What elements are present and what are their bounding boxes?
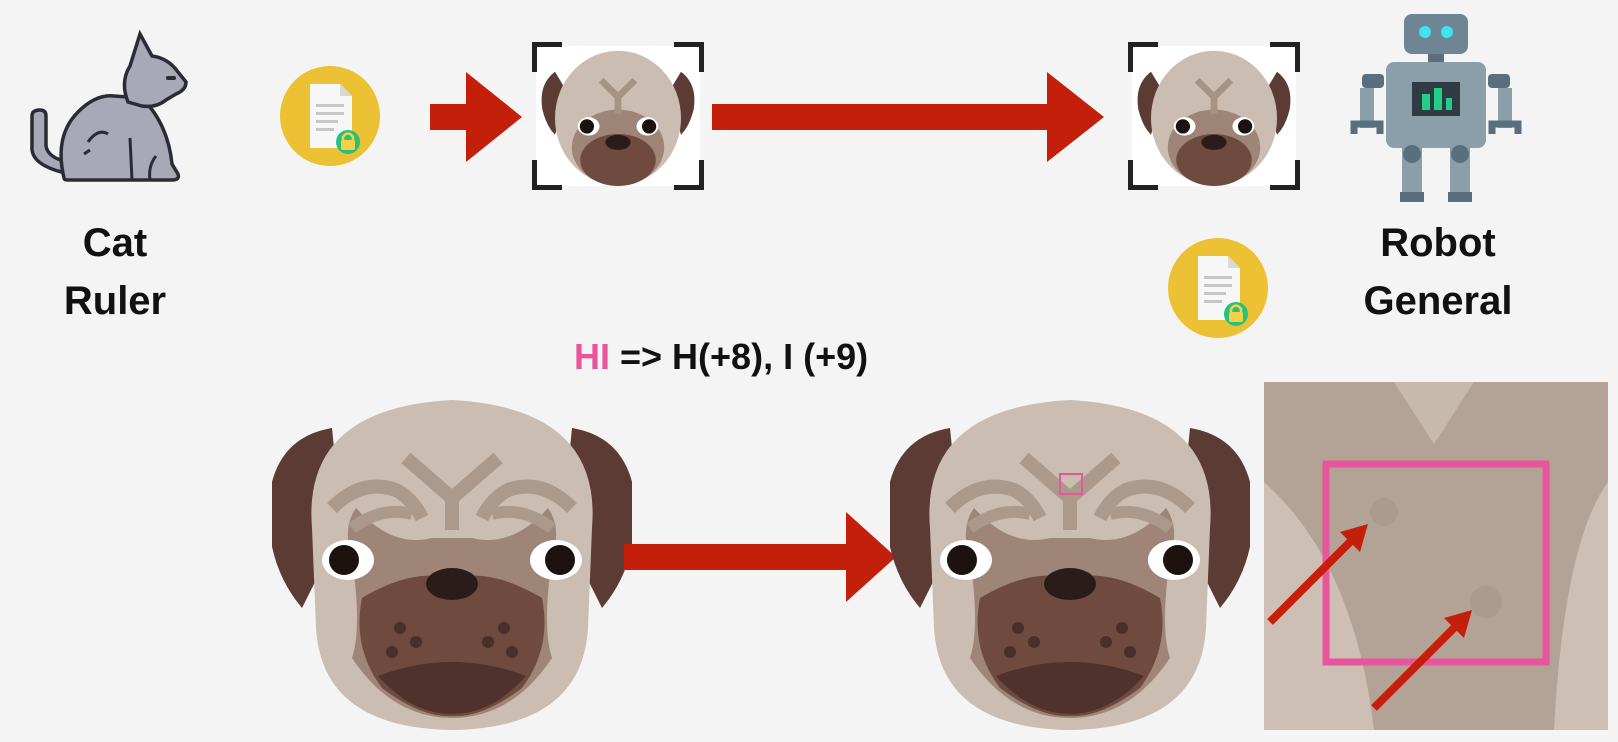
sender-label-line1: Cat [82,221,148,265]
pug-original-image [272,400,632,730]
pug-encoded-image [890,400,1250,730]
cat-icon [18,26,190,186]
zoomed-pixel-panel [1264,382,1608,730]
arrow-right-icon [712,72,1104,162]
arrow-right-icon [624,512,896,602]
equation-rest: => H(+8), I (+9) [610,336,869,377]
locked-document-icon [1168,238,1268,338]
robot-icon [1348,12,1524,202]
sender-label: Cat Ruler [30,214,200,330]
framed-image-pug [1128,42,1300,190]
framed-image-pug [532,42,704,190]
sender-label-line2: Ruler [63,279,167,323]
encoding-equation: HI => H(+8), I (+9) [574,336,868,380]
equation-highlight: HI [574,336,610,377]
receiver-label-line1: Robot [1380,221,1496,265]
receiver-label: Robot General [1328,214,1548,330]
locked-document-icon [280,66,380,166]
arrow-right-icon [430,72,522,162]
receiver-label-line2: General [1363,279,1513,323]
